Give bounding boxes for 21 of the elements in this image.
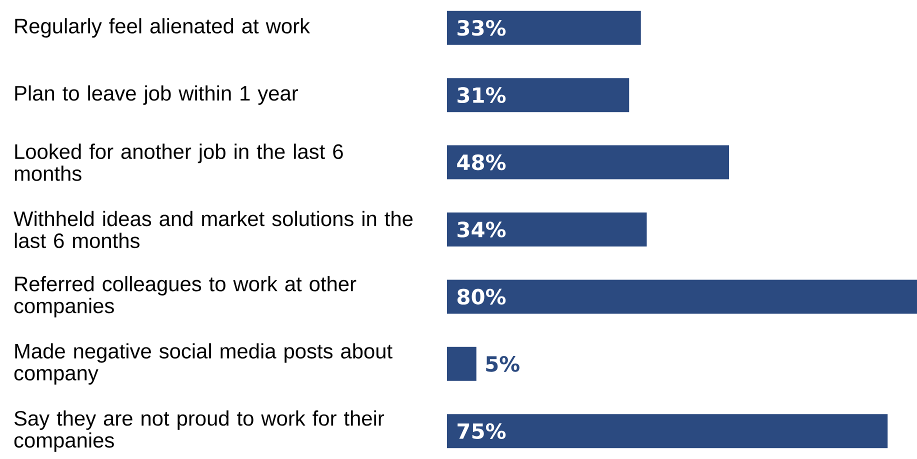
- data-label: 48%: [457, 154, 506, 170]
- bar: [447, 78, 630, 112]
- data-label: 75%: [458, 423, 506, 440]
- data-label: 5%: [486, 356, 520, 372]
- bar: [447, 10, 641, 45]
- bar: [447, 346, 476, 381]
- y-tick-label: Regularly feel alienated at work: [15, 18, 310, 38]
- bar: [447, 414, 888, 448]
- y-tick-label: Referred colleagues to work at other companies: [14, 276, 356, 318]
- data-label: 31%: [458, 87, 506, 104]
- data-label: 80%: [457, 288, 506, 305]
- y-tick-label: Withheld ideas and market solutions in the last 6 months: [14, 210, 413, 248]
- bar: [447, 145, 729, 180]
- y-tick-label: Made negative social media posts about company: [14, 343, 392, 385]
- y-tick-label: Looked for another job in the last 6 months: [14, 144, 343, 181]
- data-label: 33%: [458, 20, 506, 36]
- y-tick-label: Plan to leave job within 1 year: [15, 85, 298, 105]
- bar: [447, 212, 647, 247]
- y-tick-label: Say they are not proud to work for their companies: [14, 410, 384, 452]
- bar: [447, 280, 917, 314]
- data-label: 34%: [458, 222, 506, 238]
